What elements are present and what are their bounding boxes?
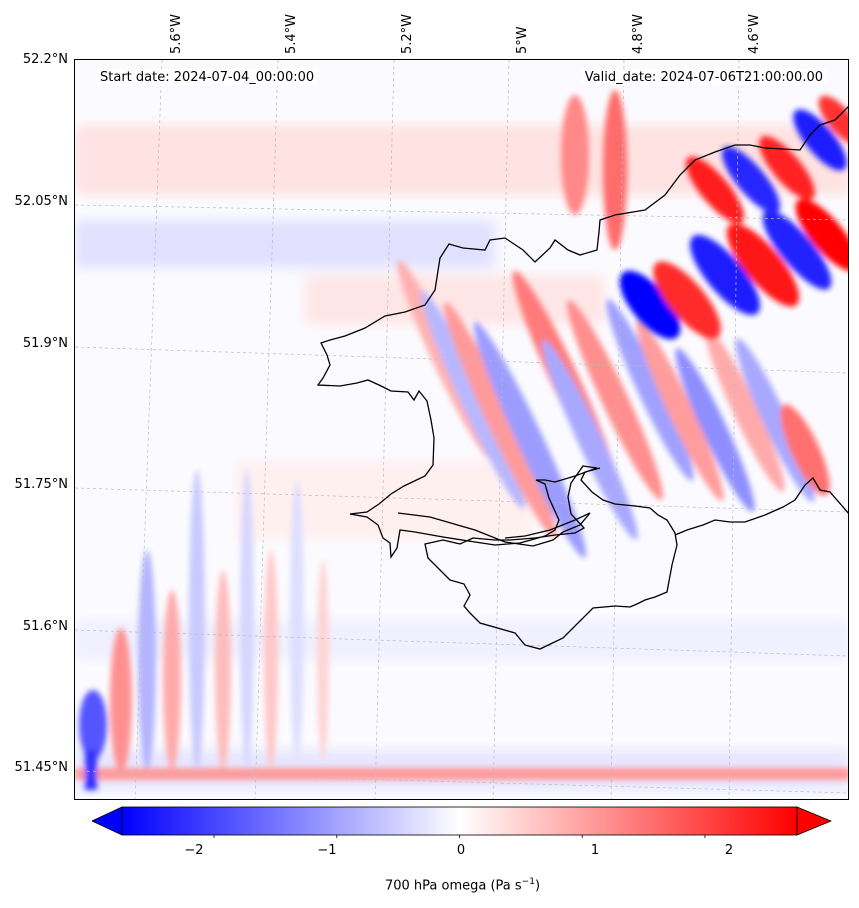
- colorbar-gradient: [121, 806, 798, 836]
- colorbar-tick-label: 0: [456, 843, 466, 858]
- lat-label-51.45n: 51.45°N: [14, 760, 68, 775]
- lat-label-52.05n: 52.05°N: [14, 194, 68, 209]
- lat-label-51.9n: 51.9°N: [22, 336, 68, 351]
- lon-label-5.4w: 5.4°W: [284, 13, 299, 54]
- lon-label-5.6w: 5.6°W: [169, 13, 184, 54]
- lon-label-4.8w: 4.8°W: [631, 13, 646, 54]
- colorbar-tick-label: 2: [724, 843, 734, 858]
- colorbar: [92, 806, 832, 838]
- colorbar-label: 700 hPa omega (Pa s−1): [384, 877, 541, 894]
- lon-label-5w: 5°W: [515, 26, 530, 54]
- lat-label-51.75n: 51.75°N: [14, 477, 68, 492]
- valid-date-label: Valid_date: 2024-07-06T21:00:00.00: [581, 69, 826, 86]
- start-date-label: Start date: 2024-07-04_00:00:00: [97, 69, 318, 86]
- omega-streaks-southwest: [75, 470, 848, 790]
- colorbar-extend-max: [796, 806, 832, 836]
- coastline-lower: [397, 512, 591, 547]
- coastline-east: [674, 476, 848, 536]
- colorbar-extend-min: [92, 806, 123, 836]
- map-panel: Start date: 2024-07-04_00:00:00 Valid_da…: [74, 59, 849, 800]
- coastline: [316, 106, 848, 650]
- lon-label-5.2w: 5.2°W: [400, 13, 415, 54]
- colorbar-tick-label: 1: [590, 843, 600, 858]
- omega-strong-waves-northeast: [619, 95, 848, 340]
- omega-gravity-waves: [397, 90, 830, 558]
- colorbar-tick-label: −1: [317, 843, 337, 858]
- coastline-north: [316, 106, 848, 650]
- lat-label-51.6n: 51.6°N: [22, 619, 68, 634]
- colorbar-tick-marks: [213, 835, 706, 838]
- colorbar-tick-label: −2: [184, 843, 204, 858]
- lon-label-4.6w: 4.6°W: [747, 13, 762, 54]
- lat-label-52.2n: 52.2°N: [22, 52, 68, 67]
- omega-field-map: [75, 60, 848, 799]
